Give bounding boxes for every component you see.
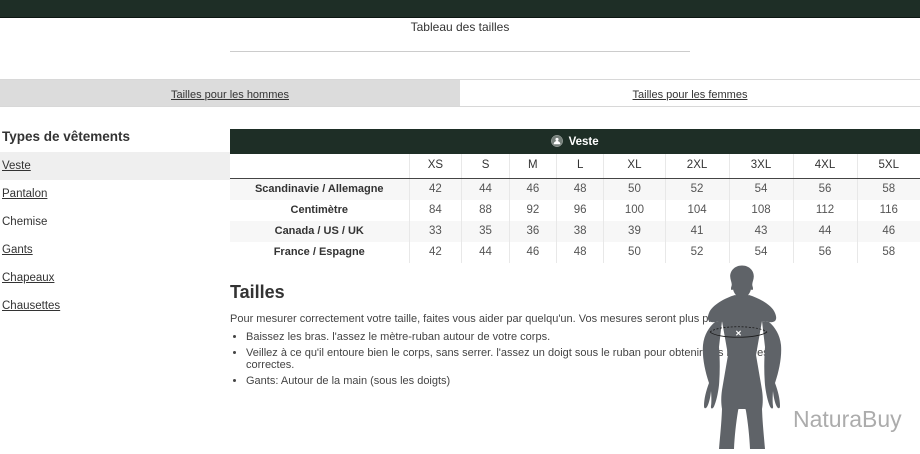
svg-text:✕: ✕: [735, 329, 742, 338]
